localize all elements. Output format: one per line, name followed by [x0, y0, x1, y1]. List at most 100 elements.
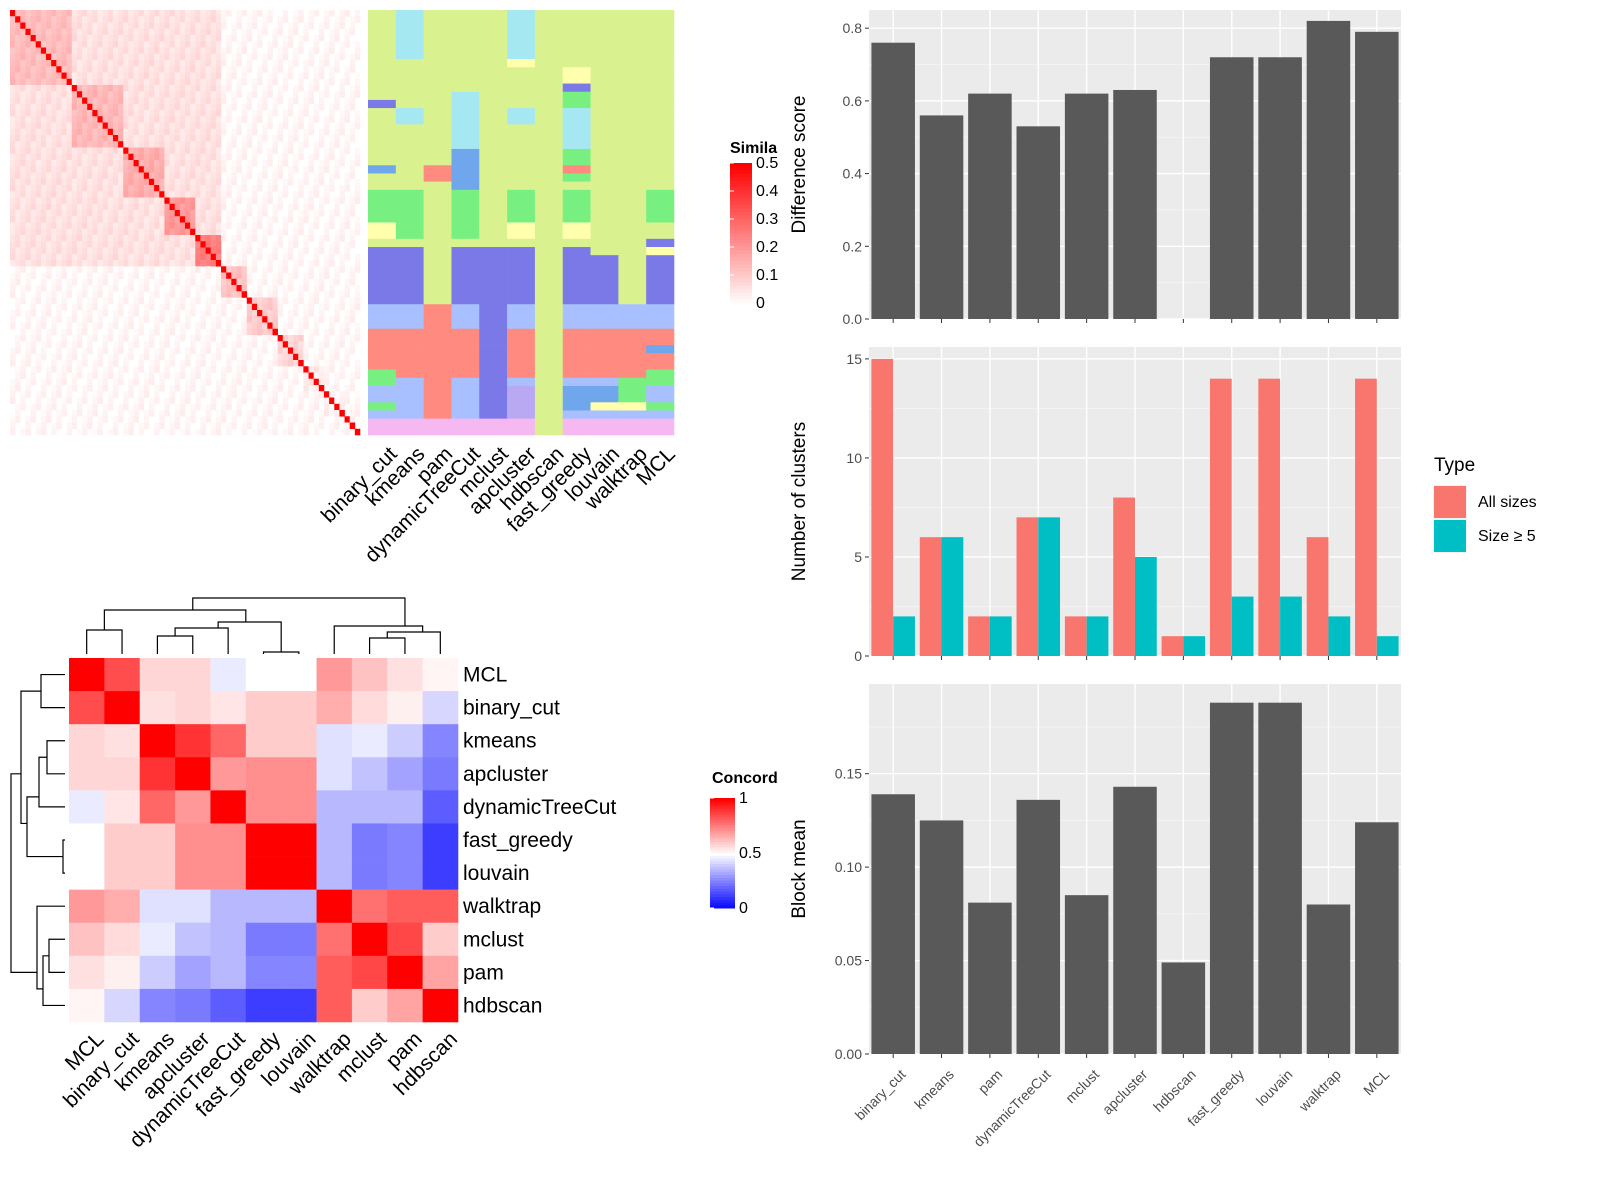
heatmap-cell — [148, 360, 155, 367]
heatmap-cell — [61, 41, 67, 48]
concordance-cell — [387, 691, 423, 725]
heatmap-cell — [344, 322, 351, 330]
heatmap-cell — [231, 91, 237, 98]
heatmap-cell — [15, 303, 21, 311]
heatmap-cell — [30, 10, 37, 17]
heatmap-cell — [272, 247, 278, 255]
heatmap-cell — [195, 335, 201, 342]
heatmap-cell — [287, 322, 294, 330]
heatmap-cell — [200, 260, 206, 267]
heatmap-cell — [174, 128, 181, 136]
heatmap-cell — [123, 247, 129, 255]
heatmap-cell — [138, 291, 145, 298]
heatmap-cell — [164, 110, 170, 117]
membership-cell — [534, 99, 564, 109]
membership-cell — [646, 247, 675, 256]
heatmap-cell — [128, 185, 134, 192]
heatmap-cell — [179, 185, 186, 192]
heatmap-cell — [272, 166, 278, 173]
heatmap-cell — [71, 422, 78, 430]
heatmap-cell — [51, 35, 57, 42]
heatmap-cell — [87, 78, 93, 86]
membership-cell — [479, 385, 508, 403]
heatmap-cell — [164, 197, 170, 205]
legend-gradient-step — [730, 226, 752, 230]
heatmap-cell — [231, 97, 237, 105]
heatmap-cell — [97, 185, 103, 192]
heatmap-cell — [298, 397, 304, 405]
heatmap-cell — [15, 147, 21, 155]
heatmap-cell — [200, 66, 206, 73]
heatmap-cell — [61, 266, 67, 273]
heatmap-cell — [30, 310, 37, 317]
heatmap-cell — [215, 91, 222, 98]
heatmap-cell — [210, 403, 217, 411]
concordance-cell — [104, 691, 141, 725]
heatmap-cell — [179, 97, 186, 105]
heatmap-cell — [334, 197, 340, 205]
heatmap-cell — [323, 10, 330, 17]
heatmap-cell — [138, 278, 145, 286]
heatmap-cell — [190, 135, 196, 142]
heatmap-cell — [128, 235, 134, 242]
heatmap-cell — [164, 16, 170, 23]
heatmap-cell — [143, 97, 150, 105]
membership-cell — [423, 377, 452, 387]
heatmap-cell — [56, 385, 62, 392]
bar — [1209, 702, 1254, 1054]
heatmap-cell — [133, 35, 139, 42]
heatmap-cell — [10, 385, 16, 392]
heatmap-cell — [123, 97, 129, 105]
membership-cell — [368, 247, 397, 256]
heatmap-cell — [51, 397, 57, 405]
heatmap-cell — [15, 410, 21, 417]
heatmap-cell — [241, 322, 248, 330]
membership-cell — [562, 377, 591, 387]
membership-cell — [646, 255, 675, 305]
heatmap-cell — [344, 241, 351, 248]
heatmap-cell — [185, 285, 191, 292]
membership-cell — [618, 238, 647, 248]
heatmap-cell — [107, 85, 114, 92]
concordance-cell — [422, 988, 459, 1023]
heatmap-cell — [179, 260, 186, 267]
heatmap-cell — [35, 260, 42, 267]
heatmap-cell — [185, 260, 191, 267]
heatmap-cell — [308, 197, 314, 205]
heatmap-cell — [61, 78, 67, 86]
heatmap-cell — [30, 197, 37, 205]
heatmap-cell — [195, 103, 201, 111]
heatmap-cell — [61, 260, 67, 267]
heatmap-cell — [112, 97, 119, 105]
heatmap-cell — [236, 272, 242, 280]
heatmap-cell — [226, 360, 232, 367]
heatmap-cell — [87, 210, 93, 217]
heatmap-cell — [148, 66, 155, 73]
heatmap-cell — [200, 216, 206, 223]
heatmap-cell — [148, 78, 155, 86]
heatmap-cell — [257, 291, 263, 298]
membership-cell — [562, 328, 591, 346]
heatmap-cell — [190, 372, 196, 380]
heatmap-cell — [293, 97, 299, 105]
heatmap-cell — [210, 147, 217, 155]
heatmap-cell — [107, 335, 114, 342]
heatmap-cell — [241, 10, 248, 17]
heatmap-cell — [221, 235, 227, 242]
heatmap-cell — [15, 10, 21, 17]
heatmap-cell — [195, 91, 201, 98]
bar — [1161, 962, 1206, 1054]
heatmap-cell — [35, 360, 42, 367]
legend-gradient-step — [730, 278, 752, 283]
heatmap-cell — [329, 116, 335, 123]
heatmap-cell — [200, 241, 206, 248]
heatmap-cell — [66, 247, 73, 255]
legend-gradient-step — [710, 817, 735, 821]
heatmap-cell — [246, 66, 253, 73]
heatmap-cell — [221, 266, 227, 273]
membership-cell — [646, 124, 675, 150]
heatmap-cell — [210, 291, 217, 298]
heatmap-cell — [221, 272, 227, 280]
membership-cell — [479, 67, 508, 84]
membership-cell — [368, 345, 397, 354]
